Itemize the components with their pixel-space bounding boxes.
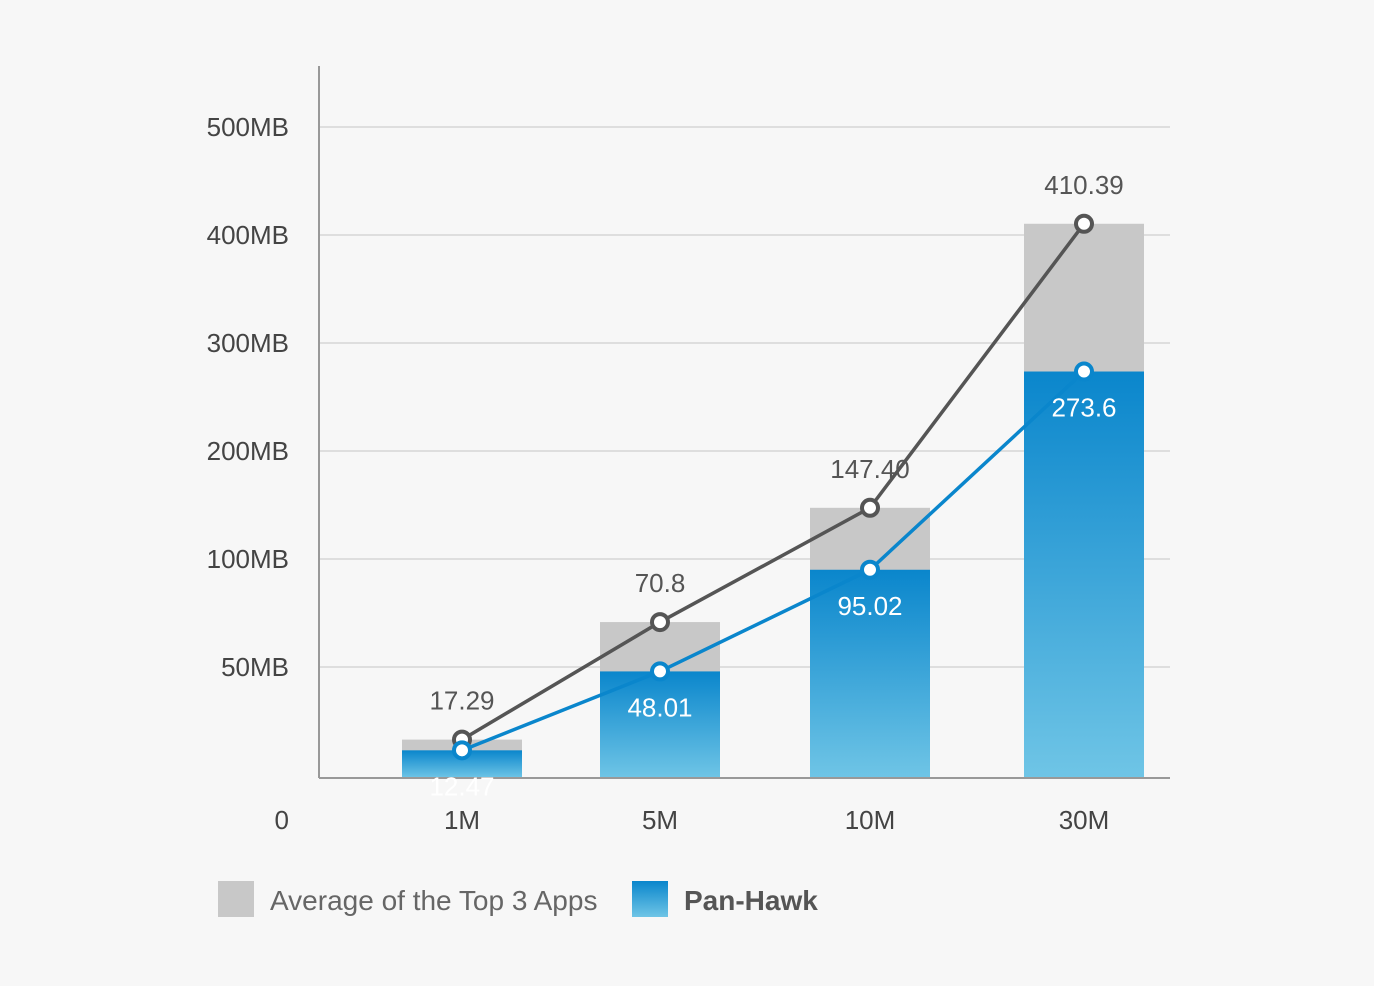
legend: Average of the Top 3 Apps Pan-Hawk [218, 881, 818, 917]
data-label-average-top3: 147.40 [830, 454, 910, 484]
data-label-average-top3: 17.29 [429, 686, 494, 716]
x-tick-label: 30M [1059, 805, 1110, 835]
bar-pan-hawk [810, 569, 930, 778]
x-axis-tick-labels: 1M 5M 10M 30M [444, 805, 1109, 835]
y-tick-label: 50MB [221, 652, 289, 682]
trend-lines [452, 213, 1094, 761]
data-label-pan-hawk: 12.47 [429, 771, 494, 801]
line-average-top3 [461, 222, 1086, 742]
y-tick-label: 100MB [207, 544, 289, 574]
point-average-top3 [1074, 213, 1094, 234]
point-pan-hawk [1074, 361, 1094, 382]
legend-swatch-average-top3 [218, 881, 254, 917]
data-labels: 17.29 70.8 147.40 410.39 12.47 48.01 95.02 273.… [429, 170, 1123, 802]
line-pan-hawk [461, 370, 1086, 752]
x-tick-label: 5M [642, 805, 678, 835]
legend-swatch-pan-hawk [632, 881, 668, 917]
point-average-top3 [650, 612, 670, 633]
point-pan-hawk [860, 559, 880, 580]
y-tick-label: 0 [275, 805, 289, 835]
bar-pan-hawk [1024, 371, 1144, 778]
y-tick-label: 200MB [207, 436, 289, 466]
data-label-pan-hawk: 48.01 [627, 692, 692, 722]
y-tick-label: 300MB [207, 328, 289, 358]
point-pan-hawk [650, 661, 670, 682]
x-tick-label: 10M [845, 805, 896, 835]
y-tick-label: 500MB [207, 112, 289, 142]
y-tick-label: 400MB [207, 220, 289, 250]
point-average-top3 [860, 497, 880, 518]
bars [402, 223, 1144, 778]
x-tick-label: 1M [444, 805, 480, 835]
data-label-average-top3: 410.39 [1044, 170, 1124, 200]
data-label-pan-hawk: 95.02 [837, 591, 902, 621]
y-axis-tick-labels: 0 50MB 100MB 200MB 300MB 400MB 500MB [207, 112, 289, 835]
data-label-pan-hawk: 273.6 [1051, 393, 1116, 423]
point-pan-hawk [452, 740, 472, 761]
data-label-average-top3: 70.8 [635, 568, 686, 598]
legend-label-pan-hawk: Pan-Hawk [684, 885, 818, 916]
legend-label-average-top3: Average of the Top 3 Apps [270, 885, 597, 916]
